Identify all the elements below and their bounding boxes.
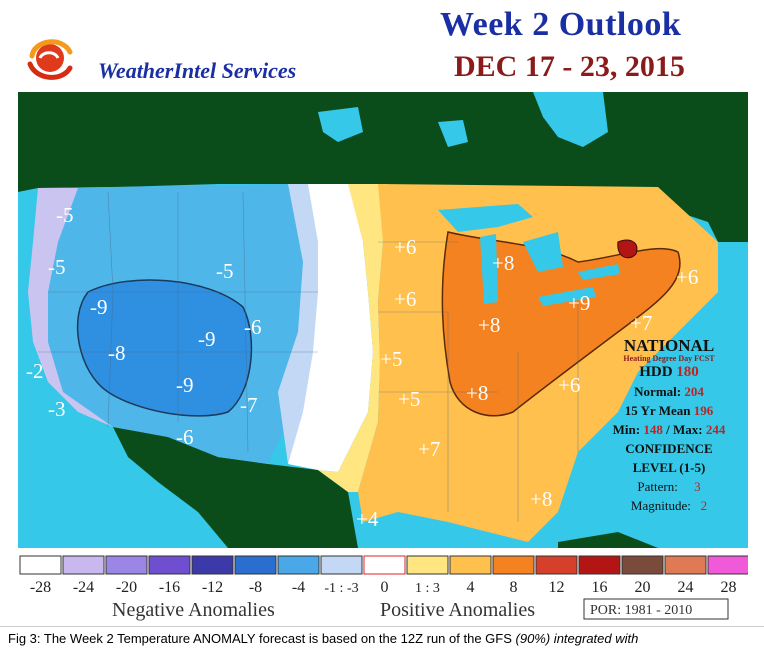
anomaly-label: +4 (356, 507, 379, 531)
national-hdd-box: NATIONAL Heating Degree Day FCST HDD 180… (594, 336, 744, 515)
legend-tick-label: 1 : 3 (415, 581, 440, 596)
anomaly-label: +5 (398, 387, 420, 411)
anomaly-label: -3 (48, 397, 66, 421)
legend-tick-label: -8 (249, 579, 262, 596)
anomaly-label: -9 (198, 327, 216, 351)
legend-swatches (19, 555, 748, 575)
legend-swatch (191, 555, 234, 575)
caption-text: Fig 3: The Week 2 Temperature ANOMALY fo… (8, 631, 516, 646)
anomaly-label: -6 (244, 315, 262, 339)
anomaly-label: -8 (108, 341, 126, 365)
anomaly-legend: -28 -24 -20 -16 -12 -8 -4 -1 : -3 0 1 : 3 4 8 12 16 20… (19, 555, 748, 621)
anomaly-label: -5 (48, 255, 66, 279)
anomaly-label: +6 (676, 265, 698, 289)
anomaly-label: -9 (90, 295, 108, 319)
anomaly-label: +6 (394, 235, 416, 259)
legend-swatch (449, 555, 492, 575)
legend-tick-label: 28 (721, 579, 737, 596)
page-title: Week 2 Outlook (440, 6, 682, 43)
legend-swatch (707, 555, 748, 575)
legend-tick-label: 16 (592, 579, 608, 596)
legend-tick-label: 12 (549, 579, 565, 596)
mean-row: 15 Yr Mean 196 (624, 403, 714, 418)
confidence-label: CONFIDENCE (625, 441, 713, 456)
date-range: DEC 17 - 23, 2015 (454, 50, 685, 83)
great-lakes (438, 204, 533, 232)
anomaly-label: +6 (394, 287, 416, 311)
legend-tick-label: 0 (381, 579, 389, 596)
legend-swatch (664, 555, 707, 575)
legend-tick-label: 20 (635, 579, 651, 596)
legend-tick-label: -28 (30, 579, 51, 596)
anomaly-label: -5 (56, 203, 74, 227)
legend-tick-label: -16 (159, 579, 180, 596)
caption-emphasis: (90%) integrated with (515, 631, 639, 646)
legend-swatch (535, 555, 578, 575)
legend-tick-label: -1 : -3 (324, 581, 358, 596)
anomaly-label: +8 (466, 381, 488, 405)
anomaly-label: +9 (568, 291, 590, 315)
por-box (583, 598, 729, 620)
legend-tick-label: 24 (678, 579, 694, 596)
temperature-anomaly-map: -5 -5 -5 -9 -9 -8 -6 -2 -3 -9 -7 -6 +6 +… (18, 92, 748, 548)
header: WeatherIntel Services Week 2 Outlook DEC… (0, 0, 764, 92)
national-subtitle: Heating Degree Day FCST (623, 354, 715, 363)
light-warm-band (318, 184, 388, 492)
por-label: POR: 1981 - 2010 (590, 603, 692, 618)
legend-swatch (492, 555, 535, 575)
legend-swatch (234, 555, 277, 575)
mexico (113, 427, 358, 548)
legend-swatch (320, 555, 363, 575)
anomaly-label: +8 (478, 313, 500, 337)
figure-caption: Fig 3: The Week 2 Temperature ANOMALY fo… (0, 626, 764, 650)
anomaly-label: -2 (26, 359, 44, 383)
brand-name: WeatherIntel Services (98, 58, 297, 83)
anomaly-label: +8 (530, 487, 552, 511)
legend-swatch (148, 555, 191, 575)
warm-core (441, 231, 681, 417)
anomaly-label: +7 (630, 311, 652, 335)
negative-anomalies-label: Negative Anomalies (112, 599, 275, 621)
hdd-row: HDD 180 (639, 364, 699, 380)
legend-ticks: -28 -24 -20 -16 -12 -8 -4 -1 : -3 0 1 : 3 4 8 12 16 20… (30, 579, 737, 596)
legend-swatch (105, 555, 148, 575)
anomaly-label: +7 (418, 437, 440, 461)
anomaly-label: +5 (380, 347, 402, 371)
anomaly-label: +6 (558, 373, 580, 397)
magnitude-row: Magnitude: 2 (630, 498, 708, 513)
legend-swatch (363, 555, 406, 575)
legend-swatch (19, 555, 62, 575)
legend-tick-label: 8 (510, 579, 518, 596)
anomaly-label: -7 (240, 393, 258, 417)
anomaly-label: -6 (176, 425, 194, 449)
anomaly-label: +8 (492, 251, 514, 275)
legend-swatch (578, 555, 621, 575)
pattern-row: Pattern: 3 (637, 479, 701, 494)
normal-row: Normal: 204 (634, 384, 704, 399)
legend-tick-label: -4 (292, 579, 305, 596)
weatherintel-logo-icon (27, 39, 73, 80)
anomaly-labels: -5 -5 -5 -9 -9 -8 -6 -2 -3 -9 -7 -6 +6 +… (26, 203, 698, 531)
anomaly-label: -5 (216, 259, 234, 283)
legend-swatch (621, 555, 664, 575)
cold-core (76, 279, 253, 417)
legend-tick-label: 4 (467, 579, 475, 596)
zero-band (288, 184, 373, 472)
legend-swatch (277, 555, 320, 575)
legend-swatch (406, 555, 449, 575)
anomaly-label: -9 (176, 373, 194, 397)
legend-tick-label: -24 (73, 579, 94, 596)
legend-tick-label: -20 (116, 579, 137, 596)
legend-swatch (62, 555, 105, 575)
national-title: NATIONAL (623, 336, 715, 355)
level-label: LEVEL (1-5) (632, 460, 706, 475)
legend-tick-label: -12 (202, 579, 223, 596)
positive-anomalies-label: Positive Anomalies (380, 599, 535, 621)
min-max-row: Min: 148 / Max: 244 (612, 422, 726, 437)
